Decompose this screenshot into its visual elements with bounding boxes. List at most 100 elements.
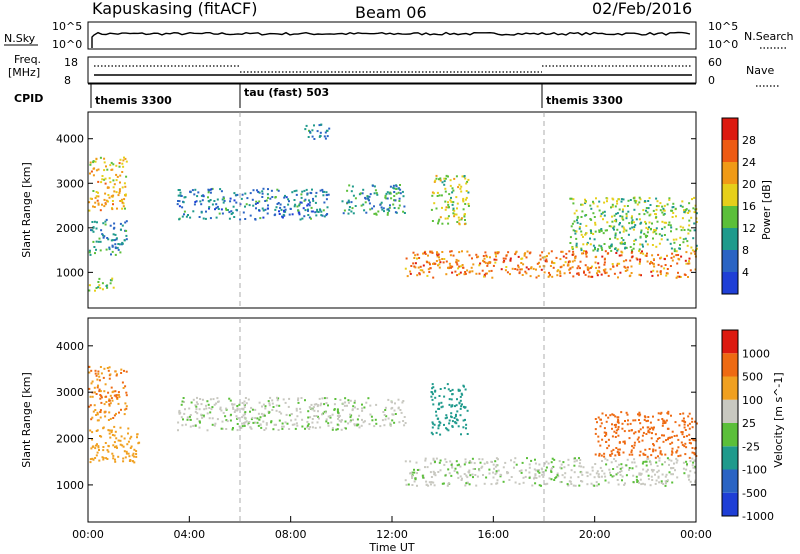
- data-cell: [688, 260, 690, 263]
- data-cell: [404, 267, 407, 270]
- data-cell: [676, 275, 679, 278]
- noise-right-tick-bottom: 10^0: [708, 38, 738, 51]
- data-cell: [349, 420, 352, 423]
- data-cell: [461, 175, 464, 178]
- data-cell: [553, 262, 556, 265]
- data-cell: [579, 222, 582, 225]
- data-cell: [567, 464, 570, 467]
- colorbar-swatch: [722, 250, 738, 272]
- data-cell: [97, 168, 100, 171]
- data-cell: [622, 451, 625, 454]
- data-cell: [121, 171, 124, 173]
- data-cell: [650, 260, 652, 263]
- data-cell: [430, 483, 432, 486]
- freq-right-tick-top: 60: [708, 56, 722, 69]
- data-cell: [231, 403, 234, 406]
- data-cell: [261, 192, 264, 195]
- data-cell: [627, 210, 630, 213]
- data-cell: [672, 212, 675, 214]
- data-cell: [115, 445, 118, 448]
- data-cell: [241, 416, 244, 419]
- data-cell: [463, 223, 466, 226]
- data-cell: [431, 383, 434, 386]
- data-cell: [333, 403, 336, 406]
- data-cell: [273, 423, 276, 426]
- data-cell: [662, 483, 665, 485]
- data-cell: [644, 220, 647, 223]
- data-cell: [504, 461, 507, 464]
- data-cell: [92, 190, 95, 192]
- data-cell: [432, 422, 435, 425]
- data-cell: [459, 399, 462, 402]
- data-cell: [545, 460, 548, 463]
- data-cell: [464, 177, 467, 180]
- data-cell: [317, 415, 319, 418]
- data-cell: [655, 440, 658, 443]
- data-cell: [241, 422, 244, 425]
- data-cell: [324, 131, 327, 134]
- data-cell: [313, 415, 316, 417]
- data-cell: [633, 239, 636, 242]
- data-cell: [603, 472, 606, 475]
- data-cell: [254, 417, 257, 419]
- data-cell: [452, 207, 455, 210]
- data-cell: [385, 415, 388, 418]
- data-cell: [611, 205, 614, 208]
- data-cell: [429, 263, 431, 266]
- data-cell: [652, 258, 655, 261]
- data-cell: [308, 199, 310, 202]
- data-cell: [691, 249, 694, 252]
- data-cell: [443, 180, 446, 183]
- data-cell: [455, 418, 458, 421]
- data-cell: [192, 210, 195, 213]
- noise-left-tick-top: 10^5: [52, 20, 82, 33]
- data-cell: [653, 229, 656, 231]
- data-cell: [535, 276, 538, 279]
- data-cell: [393, 199, 395, 202]
- data-cell: [463, 213, 466, 216]
- data-cell: [100, 435, 103, 438]
- colorbar-tick-label: 8: [742, 244, 749, 257]
- data-cell: [619, 271, 622, 274]
- data-cell: [432, 403, 435, 406]
- data-cell: [514, 268, 517, 270]
- data-cell: [118, 165, 121, 168]
- data-cell: [604, 457, 607, 460]
- data-cell: [597, 435, 600, 438]
- data-cell: [189, 414, 192, 416]
- data-cell: [688, 474, 691, 477]
- data-cell: [679, 247, 681, 250]
- data-cell: [300, 196, 303, 199]
- data-cell: [691, 417, 694, 420]
- data-cell: [240, 426, 243, 429]
- data-cell: [593, 484, 596, 487]
- data-cell: [284, 210, 287, 213]
- data-cell: [316, 210, 319, 213]
- data-cell: [689, 229, 692, 232]
- data-cell: [464, 406, 467, 409]
- data-cell: [462, 266, 465, 269]
- data-cell: [451, 265, 454, 268]
- data-cell: [478, 458, 481, 461]
- data-cell: [515, 463, 518, 466]
- data-cell: [518, 470, 521, 473]
- data-cell: [679, 454, 682, 457]
- data-cell: [633, 461, 636, 464]
- data-cell: [446, 383, 449, 386]
- data-cell: [632, 228, 635, 231]
- data-cell: [457, 216, 460, 219]
- colorbar-tick-label: -100: [742, 464, 767, 477]
- data-cell: [463, 463, 466, 466]
- data-cell: [662, 440, 665, 443]
- data-cell: [267, 207, 269, 210]
- data-cell: [375, 422, 378, 425]
- data-cell: [464, 203, 467, 205]
- data-cell: [604, 435, 607, 437]
- data-cell: [123, 156, 125, 159]
- data-cell: [267, 196, 269, 199]
- data-cell: [201, 398, 204, 401]
- data-cell: [132, 452, 135, 455]
- data-cell: [94, 447, 97, 450]
- data-cell: [297, 399, 299, 402]
